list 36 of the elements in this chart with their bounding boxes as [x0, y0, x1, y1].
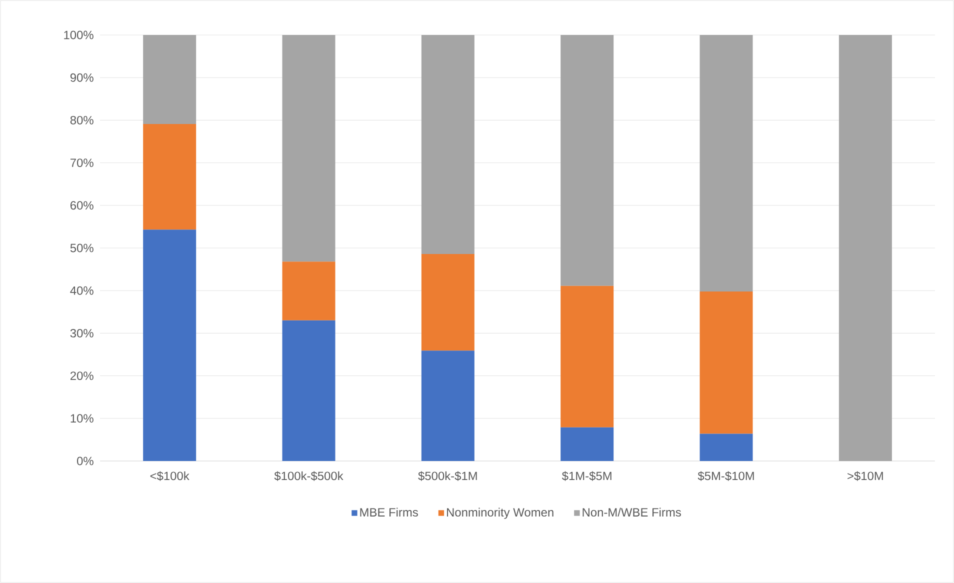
bar [143, 124, 196, 230]
y-tick-label: 0% [77, 456, 94, 466]
x-tick-label: $100k-$500k [274, 471, 344, 481]
bar [143, 230, 196, 461]
bar [700, 291, 753, 434]
bar [838, 34, 892, 461]
x-tick-label: >$10M [848, 471, 883, 481]
y-tick-label: 20% [70, 372, 94, 380]
bar [143, 34, 196, 124]
legend-label: Non-M/WBE Firms [582, 508, 681, 517]
bar [421, 254, 474, 351]
bar [282, 320, 336, 461]
bar [560, 34, 614, 286]
bar [421, 34, 474, 254]
bar [700, 34, 753, 292]
y-tick-label: 10% [70, 414, 94, 423]
bar [560, 286, 614, 428]
bar [282, 262, 336, 320]
x-tick-label: <$100k [150, 471, 190, 481]
y-tick-label: 90% [70, 73, 94, 82]
y-tick-label: 40% [70, 286, 94, 295]
x-tick-label: $1M-$5M [562, 471, 612, 481]
legend-label: MBE Firms [360, 508, 418, 517]
x-tick-label: $5M-$10M [698, 471, 754, 481]
y-tick-label: 50% [70, 244, 94, 252]
bar [700, 434, 753, 461]
y-tick-label: 80% [70, 116, 94, 124]
y-tick-label: 70% [70, 158, 94, 168]
bar [560, 427, 614, 461]
bar [282, 34, 336, 262]
y-tick-label: 100% [64, 30, 94, 40]
y-tick-label: 60% [70, 201, 94, 210]
legend-label: Nonminority Women [447, 508, 554, 519]
bar [421, 350, 474, 461]
x-tick-label: $500k-$1M [418, 471, 477, 481]
y-tick-label: 30% [70, 328, 94, 338]
